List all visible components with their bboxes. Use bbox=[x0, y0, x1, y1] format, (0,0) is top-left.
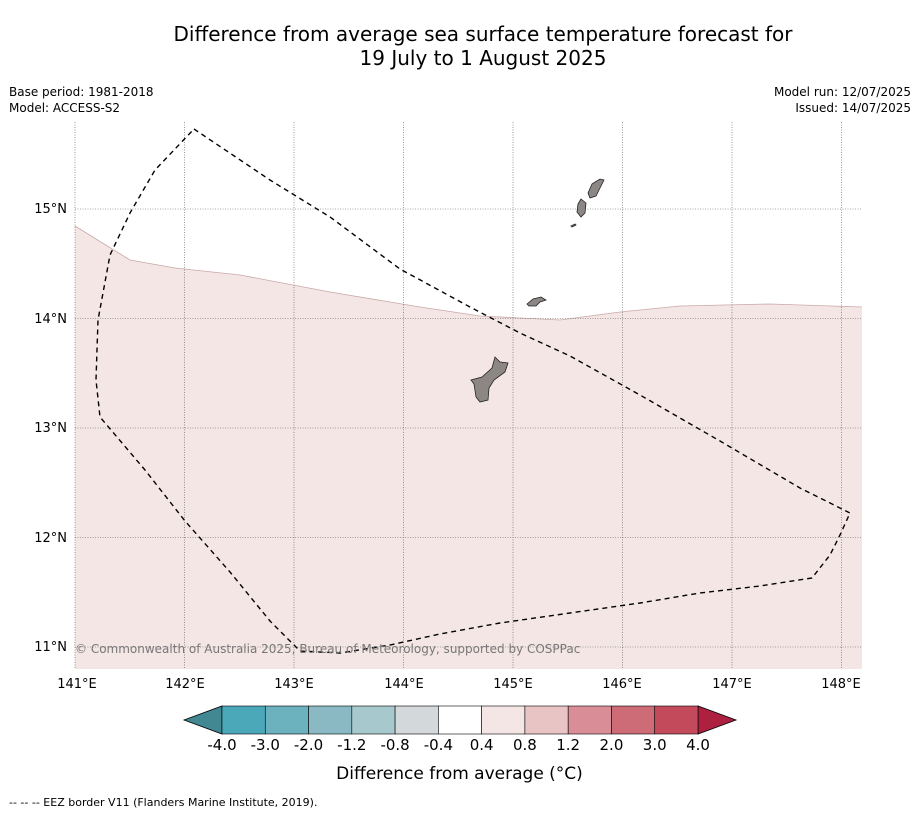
eez-border bbox=[95, 128, 851, 654]
meta-right: Model run: 12/07/2025 Issued: 14/07/2025 bbox=[774, 84, 911, 116]
colorbar-tick-label: 4.0 bbox=[686, 736, 710, 754]
meta-left: Base period: 1981-2018 Model: ACCESS-S2 bbox=[9, 84, 154, 116]
colorbar-segment bbox=[524, 705, 569, 735]
colorbar-segment bbox=[481, 705, 526, 735]
island-tinian bbox=[576, 198, 587, 218]
lon-label-141: 141°E bbox=[57, 677, 97, 692]
model-name: Model: ACCESS-S2 bbox=[9, 101, 121, 115]
island-guam bbox=[470, 356, 509, 403]
lat-label-15: 15°N bbox=[34, 202, 67, 217]
colorbar-tick-label: -2.0 bbox=[294, 736, 323, 754]
anomaly-contour bbox=[74, 225, 863, 321]
lon-label-147: 147°E bbox=[712, 677, 752, 692]
colorbar-tick-label: 0.4 bbox=[470, 736, 494, 754]
lat-label-12: 12°N bbox=[34, 531, 67, 546]
colorbar-tick-label: -1.2 bbox=[337, 736, 366, 754]
colorbar-segment bbox=[438, 705, 482, 735]
colorbar-tick-label: -0.4 bbox=[424, 736, 453, 754]
colorbar-segment bbox=[611, 705, 656, 735]
base-period: Base period: 1981-2018 bbox=[9, 85, 154, 99]
chart-title: Difference from average sea surface temp… bbox=[0, 22, 919, 70]
lon-label-143: 143°E bbox=[274, 677, 314, 692]
lon-label-144: 144°E bbox=[384, 677, 424, 692]
issued-date: Issued: 14/07/2025 bbox=[795, 101, 911, 115]
lon-label-148: 148°E bbox=[821, 677, 861, 692]
title-line-1: Difference from average sea surface temp… bbox=[173, 22, 793, 46]
copyright-text: © Commonwealth of Australia 2025, Bureau… bbox=[75, 642, 580, 656]
colorbar-tick-label: 0.8 bbox=[513, 736, 537, 754]
colorbar-over-arrow bbox=[697, 705, 738, 735]
graticule bbox=[74, 122, 862, 669]
lon-label-142: 142°E bbox=[165, 677, 205, 692]
lat-label-13: 13°N bbox=[34, 421, 67, 436]
lat-label-11: 11°N bbox=[34, 640, 67, 655]
colorbar-segment bbox=[308, 705, 353, 735]
colorbar-tick-label: 3.0 bbox=[643, 736, 667, 754]
eez-legend: -- -- -- EEZ border V11 (Flanders Marine… bbox=[9, 796, 318, 809]
colorbar-segment bbox=[221, 705, 266, 735]
colorbar-tick-label: -3.0 bbox=[251, 736, 280, 754]
colorbar-tick-label: 2.0 bbox=[600, 736, 624, 754]
lon-label-145: 145°E bbox=[493, 677, 533, 692]
lon-label-146: 146°E bbox=[602, 677, 642, 692]
colorbar-segment bbox=[351, 705, 396, 735]
land bbox=[470, 178, 605, 403]
colorbar-tick-label: -4.0 bbox=[207, 736, 236, 754]
colorbar-segment bbox=[567, 705, 612, 735]
colorbar: -4.0 -3.0 -2.0 -1.2 -0.8 -0.4 0.4 0.8 1.2 2.0 3.0 4… bbox=[182, 705, 738, 754]
colorbar-label: Difference from average (°C) bbox=[336, 764, 583, 784]
title-line-2: 19 July to 1 August 2025 bbox=[359, 46, 607, 70]
lat-label-14: 14°N bbox=[34, 312, 67, 327]
island-saipan bbox=[587, 178, 605, 199]
colorbar-tick-label: -0.8 bbox=[380, 736, 409, 754]
model-run: Model run: 12/07/2025 bbox=[773, 85, 911, 99]
colorbar-tick-label: 1.2 bbox=[556, 736, 580, 754]
anomaly-shading bbox=[75, 226, 862, 669]
colorbar-segment bbox=[264, 705, 309, 735]
colorbar-segment bbox=[654, 705, 699, 735]
island-aguijan bbox=[570, 223, 577, 228]
island-rota bbox=[526, 296, 547, 307]
colorbar-segment bbox=[394, 705, 439, 735]
map-canvas: © Commonwealth of Australia 2025, Bureau… bbox=[34, 122, 863, 754]
colorbar-under-arrow bbox=[182, 705, 223, 735]
